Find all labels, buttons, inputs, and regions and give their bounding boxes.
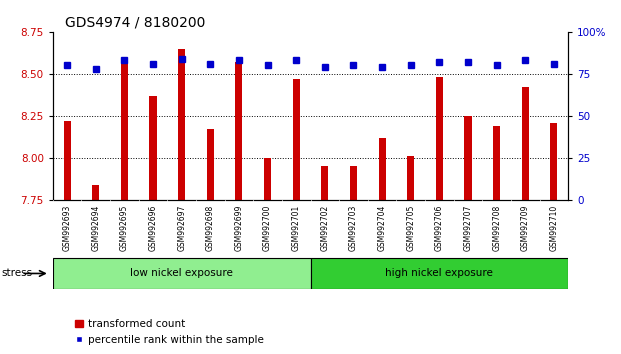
Text: GDS4974 / 8180200: GDS4974 / 8180200: [65, 16, 206, 30]
Text: high nickel exposure: high nickel exposure: [386, 268, 493, 279]
Text: GSM992694: GSM992694: [91, 205, 100, 251]
Bar: [53, 258, 310, 289]
Bar: [465, 116, 471, 200]
Bar: [550, 122, 558, 200]
Bar: [407, 156, 414, 200]
Text: GSM992696: GSM992696: [148, 205, 158, 251]
Text: GSM992698: GSM992698: [206, 205, 215, 251]
Bar: [63, 121, 71, 200]
Bar: [436, 77, 443, 200]
Text: GSM992700: GSM992700: [263, 205, 272, 251]
Text: GSM992701: GSM992701: [292, 205, 301, 251]
Bar: [178, 48, 185, 200]
Bar: [350, 166, 357, 200]
Bar: [150, 96, 156, 200]
Text: GSM992705: GSM992705: [406, 205, 415, 251]
Text: GSM992710: GSM992710: [550, 205, 558, 251]
Text: stress: stress: [1, 268, 32, 279]
Text: GSM992695: GSM992695: [120, 205, 129, 251]
Bar: [264, 158, 271, 200]
Bar: [493, 126, 500, 200]
Text: GSM992693: GSM992693: [63, 205, 71, 251]
Bar: [207, 130, 214, 200]
Text: GSM992709: GSM992709: [521, 205, 530, 251]
Bar: [92, 185, 99, 200]
Bar: [235, 62, 242, 200]
Bar: [310, 258, 568, 289]
Legend: transformed count, percentile rank within the sample: transformed count, percentile rank withi…: [70, 315, 268, 349]
Text: GSM992707: GSM992707: [463, 205, 473, 251]
Bar: [292, 79, 300, 200]
Text: GSM992702: GSM992702: [320, 205, 329, 251]
Text: GSM992703: GSM992703: [349, 205, 358, 251]
Text: GSM992704: GSM992704: [378, 205, 387, 251]
Bar: [321, 166, 329, 200]
Text: GSM992708: GSM992708: [492, 205, 501, 251]
Bar: [379, 138, 386, 200]
Text: low nickel exposure: low nickel exposure: [130, 268, 233, 279]
Bar: [522, 87, 529, 200]
Text: GSM992706: GSM992706: [435, 205, 444, 251]
Text: GSM992697: GSM992697: [177, 205, 186, 251]
Text: GSM992699: GSM992699: [234, 205, 243, 251]
Bar: [121, 61, 128, 200]
